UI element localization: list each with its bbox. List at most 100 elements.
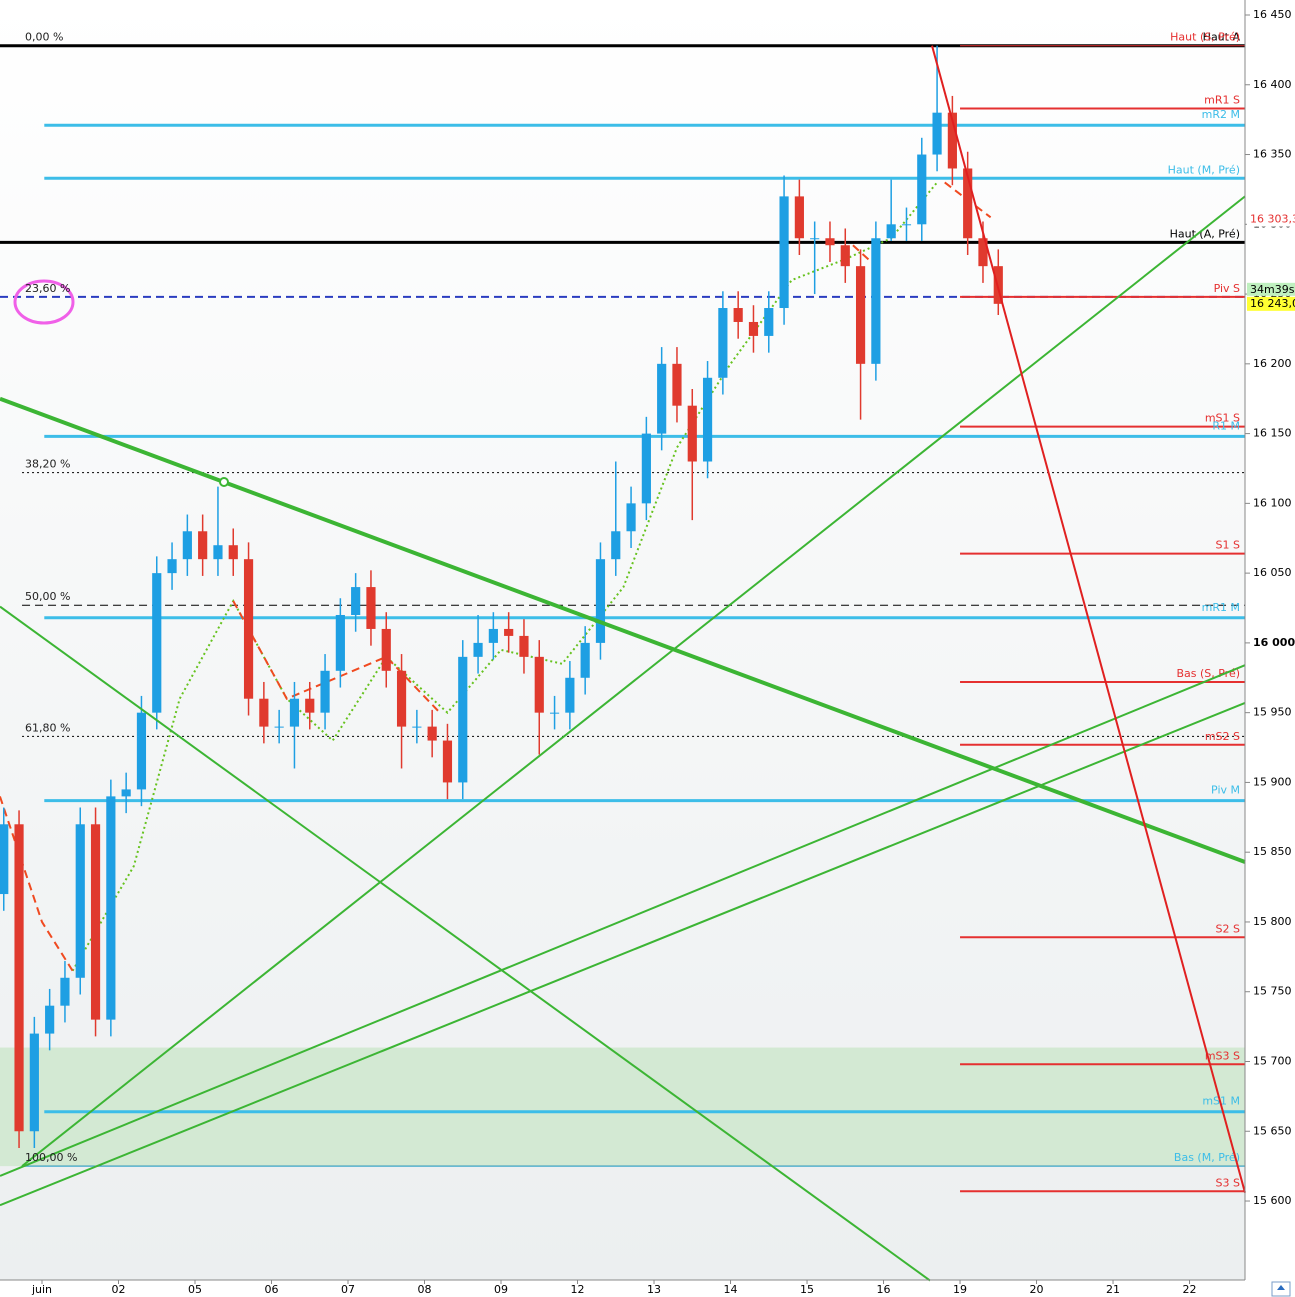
candle-body bbox=[718, 308, 728, 378]
x-tick-label: 14 bbox=[724, 1283, 738, 1296]
level-label: R1 M bbox=[1212, 419, 1240, 432]
y-tick-label: 16 450 bbox=[1253, 8, 1292, 21]
y-tick-label: 15 600 bbox=[1253, 1194, 1292, 1207]
price-tag bbox=[1247, 212, 1295, 227]
candle-body bbox=[963, 168, 973, 239]
countdown-box bbox=[1247, 282, 1295, 296]
y-tick-label: 15 800 bbox=[1253, 915, 1292, 928]
y-tick-label: 15 700 bbox=[1253, 1054, 1292, 1067]
level-label: S3 S bbox=[1216, 1176, 1240, 1189]
anchor-point bbox=[219, 477, 229, 487]
candle-body bbox=[702, 377, 713, 462]
candle-body bbox=[534, 656, 544, 713]
candle-body bbox=[978, 238, 988, 267]
moving-average bbox=[0, 181, 992, 972]
fib-label: 23,60 % bbox=[25, 282, 70, 295]
level-label: mR1 S bbox=[1204, 93, 1240, 106]
candle-body bbox=[901, 224, 912, 226]
candle-body bbox=[75, 824, 85, 978]
level-label: mS1 M bbox=[1202, 1095, 1240, 1108]
candle-body bbox=[381, 628, 391, 671]
candle-body bbox=[320, 670, 330, 713]
candle-body bbox=[733, 308, 743, 322]
candle-body bbox=[198, 531, 208, 560]
candle-body bbox=[152, 573, 162, 713]
trendline bbox=[0, 605, 931, 1282]
candle-body bbox=[687, 405, 697, 462]
trendline bbox=[0, 664, 1246, 1177]
candle-body bbox=[504, 628, 514, 636]
candle-body bbox=[657, 363, 667, 434]
y-tick-label: 15 850 bbox=[1253, 845, 1292, 858]
x-tick-label: 02 bbox=[112, 1283, 126, 1296]
fib-label: 50,00 % bbox=[25, 590, 70, 603]
y-tick-label: 16 400 bbox=[1253, 78, 1292, 91]
candle-body bbox=[213, 545, 223, 560]
level-label: mS1 S bbox=[1205, 412, 1240, 425]
candle-body bbox=[412, 726, 422, 728]
candle-body bbox=[274, 726, 284, 728]
support-zone bbox=[0, 1047, 1245, 1167]
candle-body bbox=[871, 238, 881, 364]
level-label: mR2 M bbox=[1202, 108, 1240, 121]
x-tick-label: 12 bbox=[571, 1283, 585, 1296]
level-label: Haut A bbox=[1203, 31, 1241, 44]
y-tick-label: 16 000 bbox=[1253, 636, 1295, 649]
level-label: Haut (A, Pré) bbox=[1170, 227, 1240, 240]
countdown: 34m39s bbox=[1250, 283, 1295, 296]
x-tick-label: 13 bbox=[647, 1283, 661, 1296]
level-label: Bas (M, Pré) bbox=[1174, 1151, 1240, 1164]
candle-body bbox=[335, 614, 345, 671]
y-tick-label: 16 150 bbox=[1253, 427, 1292, 440]
candle-body bbox=[825, 238, 835, 246]
candle-body bbox=[947, 112, 957, 169]
level-label: Piv M bbox=[1211, 784, 1240, 797]
candle-body bbox=[90, 824, 101, 1020]
level-label: Bas (S, Pré) bbox=[1176, 667, 1240, 680]
y-tick-label: 15 650 bbox=[1253, 1124, 1292, 1137]
candle-body bbox=[886, 224, 896, 239]
candle-body bbox=[60, 977, 70, 1006]
y-tick-label: 15 750 bbox=[1253, 985, 1292, 998]
candle-body bbox=[259, 698, 269, 727]
candle-body bbox=[488, 628, 498, 643]
y-tick-label: 16 100 bbox=[1253, 496, 1292, 509]
candle-body bbox=[351, 587, 361, 615]
candle-body bbox=[228, 545, 238, 560]
candle-body bbox=[442, 740, 453, 783]
fib-label: 61,80 % bbox=[25, 721, 70, 734]
x-tick-label: 07 bbox=[341, 1283, 355, 1296]
candle-body bbox=[121, 789, 131, 797]
level-label: mS2 S bbox=[1205, 730, 1240, 743]
x-tick-label: 21 bbox=[1106, 1283, 1120, 1296]
pink-circle bbox=[13, 279, 75, 325]
candle-body bbox=[840, 245, 850, 267]
candle-body bbox=[519, 635, 529, 657]
candle-body bbox=[641, 433, 651, 504]
x-tick-label: 16 bbox=[877, 1283, 891, 1296]
candle-body bbox=[810, 238, 820, 240]
candle-body bbox=[855, 266, 866, 364]
level-label: S1 S bbox=[1216, 539, 1240, 552]
x-tick-label: 05 bbox=[188, 1283, 202, 1296]
level-label: Haut (S, Pré) bbox=[1170, 31, 1240, 44]
level-label: mR1 M bbox=[1202, 601, 1240, 614]
price-tag-label: 16 303,3 bbox=[1250, 213, 1295, 226]
x-tick-label: 22 bbox=[1183, 1283, 1197, 1296]
candle-body bbox=[243, 559, 254, 699]
candle-body bbox=[458, 656, 468, 783]
x-tick-label: 09 bbox=[494, 1283, 508, 1296]
candle-body bbox=[136, 712, 147, 790]
candle-body bbox=[182, 531, 192, 560]
candle-body bbox=[167, 559, 177, 574]
y-tick-label: 16 050 bbox=[1253, 566, 1292, 579]
candle-body bbox=[549, 712, 560, 714]
x-tick-label: 19 bbox=[953, 1283, 967, 1296]
x-tick-label: 20 bbox=[1030, 1283, 1044, 1296]
candle-body bbox=[611, 531, 621, 560]
candle-body bbox=[595, 559, 606, 643]
candle-body bbox=[764, 308, 774, 336]
fib-label: 100,00 % bbox=[25, 1151, 77, 1164]
candle-body bbox=[779, 196, 789, 309]
level-label: Piv S bbox=[1214, 282, 1240, 295]
